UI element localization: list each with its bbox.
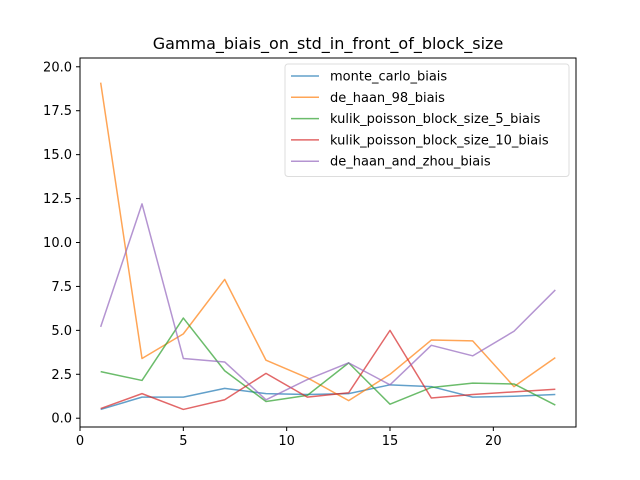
y-tick-label: 20.0: [43, 60, 72, 75]
chart-title: Gamma_biais_on_std_in_front_of_block_siz…: [153, 34, 504, 54]
y-tick-label: 7.5: [51, 280, 72, 295]
x-tick-label: 5: [179, 434, 187, 449]
y-axis: 0.0 2.5 5.0 7.5 10.0 12.5 15.0 17.5 20.0: [43, 60, 80, 427]
series-layer: [99, 82, 556, 411]
y-tick-label: 0.0: [51, 412, 72, 427]
legend: monte_carlo_biais de_haan_98_biais kulik_p…: [284, 63, 570, 177]
series-line-3: [100, 317, 556, 406]
legend-label-4: kulik_poisson_block_size_10_biais: [330, 133, 549, 148]
series-line-5: [99, 203, 556, 401]
series-line-4: [100, 329, 556, 411]
legend-label-2: de_haan_98_biais: [330, 91, 445, 106]
y-tick-label: 2.5: [51, 368, 72, 383]
legend-label-5: de_haan_and_zhou_biais: [330, 155, 491, 170]
legend-label-3: kulik_poisson_block_size_5_biais: [330, 112, 541, 127]
y-tick-label: 10.0: [43, 236, 72, 251]
legend-label-1: monte_carlo_biais: [330, 70, 447, 85]
y-tick-label: 12.5: [43, 192, 72, 207]
y-tick-label: 15.0: [43, 148, 72, 163]
x-tick-label: 10: [278, 434, 295, 449]
x-tick-label: 20: [485, 434, 502, 449]
y-tick-label: 5.0: [51, 324, 72, 339]
x-axis: 0 5 10 15 20: [76, 427, 502, 449]
y-tick-label: 17.5: [43, 104, 72, 119]
x-tick-label: 0: [76, 434, 84, 449]
series-line-1: [100, 384, 556, 411]
legend-box: [284, 63, 570, 177]
x-tick-label: 15: [382, 434, 399, 449]
series-line-2: [99, 82, 556, 402]
